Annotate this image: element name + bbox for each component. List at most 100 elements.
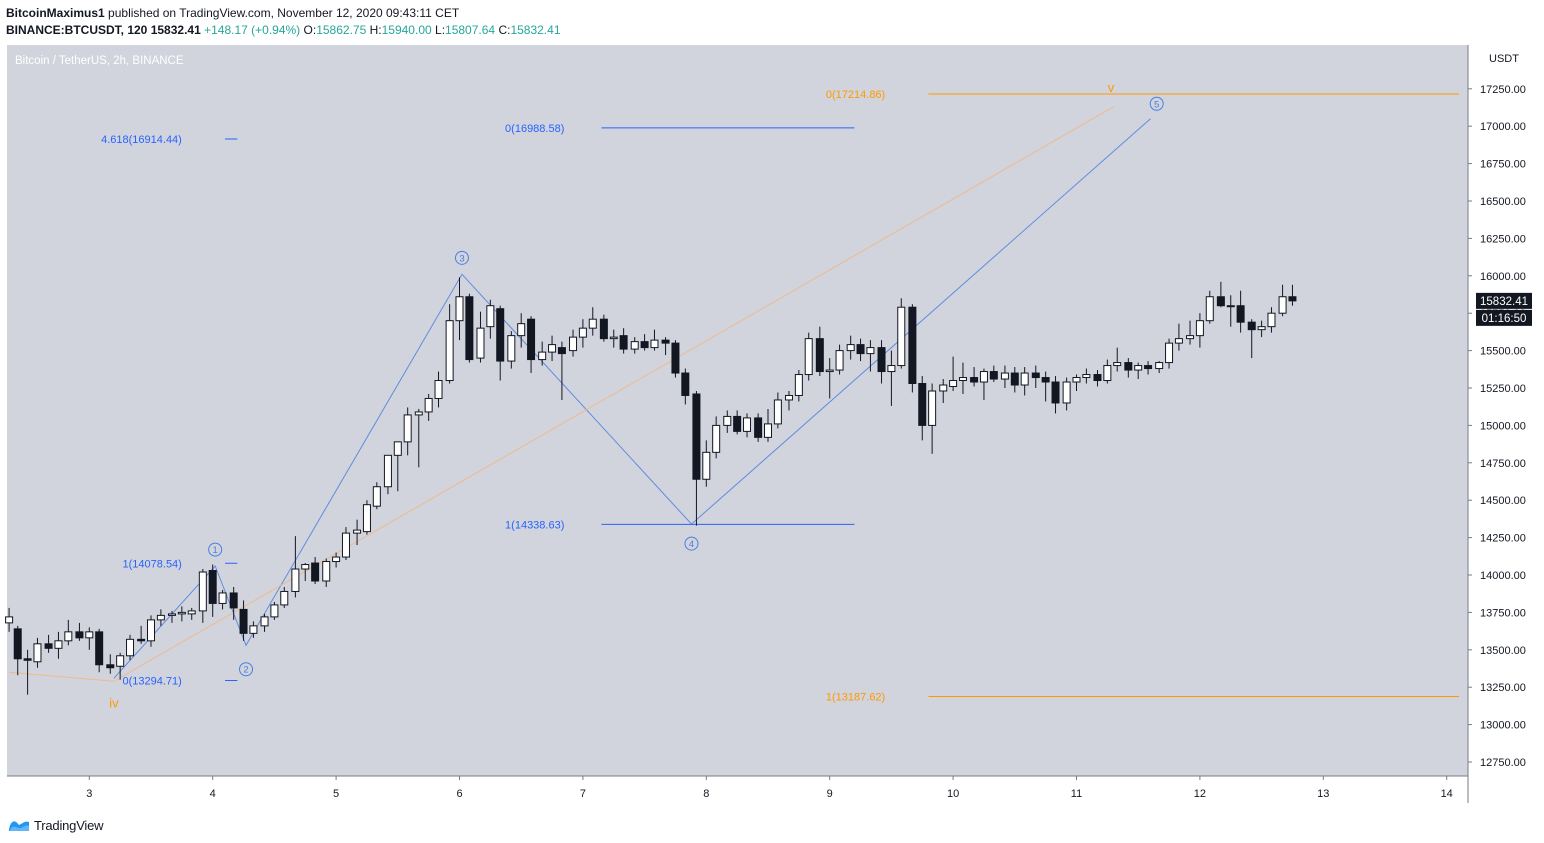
candle-42[interactable]	[434, 371, 443, 408]
candle-25[interactable]	[260, 613, 269, 632]
candle-30[interactable]	[311, 557, 320, 584]
candle-99[interactable]	[1020, 367, 1029, 396]
candle-41[interactable]	[424, 393, 433, 421]
candle-122[interactable]	[1257, 320, 1266, 338]
candle-67[interactable]	[692, 390, 701, 526]
candle-53[interactable]	[548, 335, 557, 362]
candle-3[interactable]	[33, 637, 42, 668]
candle-85[interactable]	[877, 340, 886, 384]
candle-86[interactable]	[887, 350, 896, 406]
candle-14[interactable]	[147, 615, 155, 647]
candle-90[interactable]	[928, 383, 937, 454]
candle-88[interactable]	[908, 304, 917, 393]
candle-98[interactable]	[1010, 367, 1019, 393]
candle-50[interactable]	[517, 313, 526, 348]
candle-7[interactable]	[75, 622, 84, 641]
candle-64[interactable]	[661, 337, 670, 356]
candle-15[interactable]	[156, 609, 165, 626]
candle-5[interactable]	[54, 631, 63, 659]
candle-97[interactable]	[1000, 365, 1009, 388]
candle-62[interactable]	[640, 334, 649, 351]
candle-83[interactable]	[856, 338, 865, 362]
candle-28[interactable]	[291, 536, 300, 598]
candle-56[interactable]	[578, 319, 587, 348]
candle-0[interactable]	[5, 607, 14, 632]
tradingview-footer[interactable]: TradingView	[8, 815, 104, 835]
candle-84[interactable]	[866, 340, 875, 372]
candle-91[interactable]	[939, 379, 948, 403]
candle-9[interactable]	[95, 628, 104, 673]
candle-22[interactable]	[229, 586, 238, 620]
candle-4[interactable]	[44, 634, 53, 653]
candle-47[interactable]	[486, 299, 495, 339]
candle-35[interactable]	[362, 500, 371, 535]
candle-123[interactable]	[1267, 307, 1276, 333]
candle-45[interactable]	[465, 293, 474, 363]
candle-38[interactable]	[393, 441, 402, 492]
candle-11[interactable]	[116, 652, 125, 680]
candle-52[interactable]	[538, 341, 547, 366]
candle-1[interactable]	[13, 625, 22, 676]
candle-31[interactable]	[322, 558, 331, 587]
candle-44[interactable]	[455, 277, 464, 341]
candle-54[interactable]	[557, 341, 566, 400]
candle-27[interactable]	[280, 586, 289, 608]
candle-32[interactable]	[332, 552, 341, 568]
candle-92[interactable]	[949, 356, 958, 391]
wave-label-0[interactable]: 1	[208, 542, 223, 557]
candle-34[interactable]	[353, 519, 362, 546]
candle-17[interactable]	[177, 606, 186, 622]
candle-109[interactable]	[1124, 358, 1133, 378]
candle-48[interactable]	[496, 305, 505, 381]
wave-label-3[interactable]: 4	[684, 536, 699, 551]
candle-82[interactable]	[846, 335, 855, 360]
candle-89[interactable]	[918, 376, 927, 441]
candle-96[interactable]	[989, 365, 998, 383]
candle-119[interactable]	[1226, 295, 1235, 327]
candle-121[interactable]	[1247, 319, 1256, 359]
wave-label-4[interactable]: 5	[1149, 96, 1164, 111]
candle-16[interactable]	[167, 610, 176, 623]
candle-20[interactable]	[208, 564, 217, 617]
candle-2[interactable]	[23, 649, 32, 695]
candle-72[interactable]	[743, 413, 752, 438]
candle-58[interactable]	[599, 314, 608, 342]
candle-36[interactable]	[372, 482, 381, 510]
candle-108[interactable]	[1113, 347, 1122, 372]
candle-33[interactable]	[341, 527, 350, 561]
candle-78[interactable]	[804, 332, 813, 381]
candle-37[interactable]	[383, 454, 392, 495]
candle-68[interactable]	[702, 440, 711, 487]
candle-87[interactable]	[897, 298, 906, 369]
candle-57[interactable]	[588, 307, 597, 336]
candle-73[interactable]	[754, 413, 763, 442]
candle-61[interactable]	[630, 337, 639, 354]
candle-39[interactable]	[403, 407, 412, 456]
candle-94[interactable]	[970, 367, 979, 387]
candle-100[interactable]	[1031, 365, 1040, 388]
candle-13[interactable]	[137, 625, 146, 644]
candle-101[interactable]	[1041, 371, 1050, 402]
candle-120[interactable]	[1236, 290, 1245, 333]
candle-69[interactable]	[712, 416, 721, 459]
candle-74[interactable]	[764, 408, 772, 442]
candle-104[interactable]	[1072, 374, 1081, 391]
candle-19[interactable]	[198, 569, 207, 623]
candle-24[interactable]	[249, 621, 258, 638]
candle-103[interactable]	[1062, 377, 1071, 411]
candle-106[interactable]	[1093, 370, 1102, 387]
candle-114[interactable]	[1174, 323, 1183, 351]
wave-label-2[interactable]: 3	[454, 250, 469, 265]
x-axis-area[interactable]	[7, 776, 1468, 803]
candle-105[interactable]	[1082, 368, 1091, 384]
wave-label-1[interactable]: 2	[239, 662, 254, 677]
candle-118[interactable]	[1216, 281, 1225, 308]
candle-49[interactable]	[507, 331, 516, 369]
candle-6[interactable]	[64, 619, 73, 646]
candle-23[interactable]	[239, 600, 248, 641]
candle-40[interactable]	[414, 408, 423, 468]
candle-124[interactable]	[1278, 284, 1287, 317]
candle-60[interactable]	[619, 328, 628, 354]
candle-18[interactable]	[187, 607, 196, 620]
